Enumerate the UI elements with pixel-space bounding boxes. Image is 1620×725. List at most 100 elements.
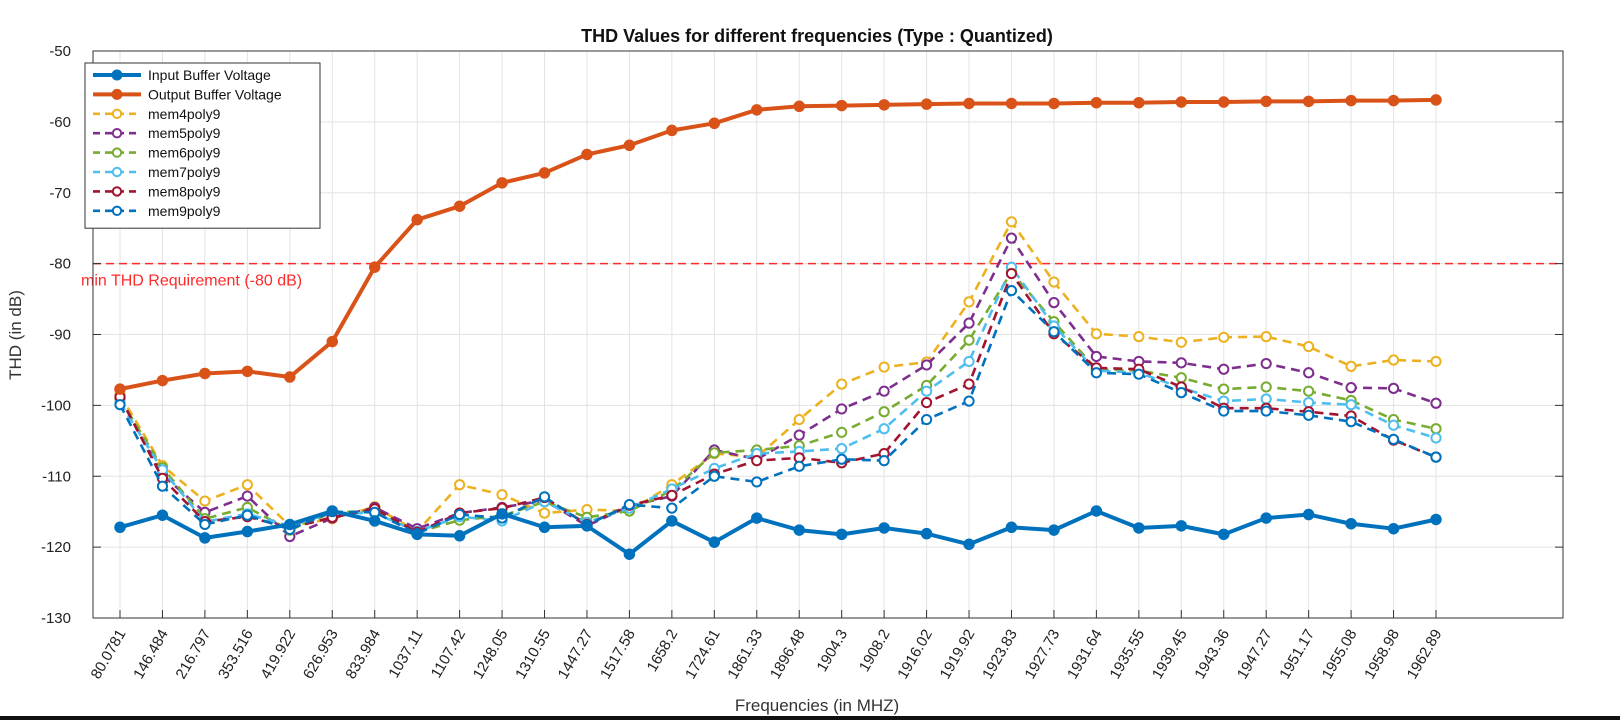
legend-label: mem8poly9 bbox=[148, 183, 221, 199]
data-point bbox=[411, 213, 423, 226]
data-point bbox=[1387, 382, 1400, 394]
data-point bbox=[1387, 94, 1400, 107]
data-point bbox=[1133, 368, 1145, 380]
data-point bbox=[368, 261, 381, 273]
data-point bbox=[1133, 522, 1145, 534]
data-point bbox=[836, 453, 848, 465]
data-point bbox=[751, 104, 763, 116]
legend-marker bbox=[111, 128, 123, 139]
data-point bbox=[963, 334, 975, 346]
data-point bbox=[156, 374, 169, 387]
data-point bbox=[454, 508, 466, 521]
data-point bbox=[623, 499, 636, 511]
reference-line-group: min THD Requirement (-80 dB) bbox=[81, 262, 1563, 290]
data-point bbox=[1090, 367, 1102, 379]
data-point bbox=[496, 508, 508, 520]
data-point bbox=[1090, 350, 1102, 363]
data-point bbox=[963, 395, 975, 407]
data-point bbox=[878, 385, 890, 397]
legend-marker bbox=[111, 186, 123, 197]
series-line bbox=[119, 97, 1437, 392]
data-point bbox=[1260, 512, 1272, 524]
data-point bbox=[114, 383, 126, 395]
data-point bbox=[199, 532, 211, 544]
data-point bbox=[793, 460, 805, 472]
data-point bbox=[1260, 381, 1272, 393]
data-point bbox=[1260, 393, 1272, 405]
data-point bbox=[199, 495, 211, 507]
data-point bbox=[1303, 396, 1315, 409]
legend-label: Output Buffer Voltage bbox=[148, 86, 282, 102]
plot-frame bbox=[92, 50, 1564, 619]
data-point bbox=[836, 378, 848, 390]
legend-box bbox=[84, 62, 321, 229]
data-point bbox=[963, 296, 975, 308]
data-point bbox=[1005, 284, 1018, 297]
data-point bbox=[1387, 354, 1400, 366]
data-point bbox=[1218, 331, 1230, 343]
data-point bbox=[1303, 340, 1315, 353]
data-point bbox=[496, 489, 508, 501]
data-point bbox=[1345, 94, 1357, 107]
bottom-border bbox=[0, 716, 1620, 720]
data-point bbox=[878, 455, 890, 467]
data-point bbox=[1345, 382, 1357, 394]
data-point bbox=[835, 528, 848, 541]
data-point bbox=[751, 455, 763, 467]
data-point bbox=[708, 470, 720, 482]
data-point bbox=[1430, 451, 1442, 463]
data-point bbox=[368, 515, 381, 527]
data-point bbox=[920, 359, 933, 371]
data-point bbox=[114, 399, 126, 411]
data-point bbox=[1175, 357, 1187, 369]
data-point bbox=[878, 423, 890, 435]
data-point bbox=[1430, 513, 1442, 526]
data-point bbox=[1345, 416, 1357, 428]
data-point bbox=[963, 97, 975, 110]
data-point bbox=[538, 167, 551, 179]
data-point bbox=[751, 476, 763, 488]
data-point bbox=[1048, 297, 1060, 309]
data-point bbox=[666, 502, 678, 514]
data-point bbox=[1430, 355, 1442, 368]
y-tick-label: -70 bbox=[49, 185, 71, 202]
data-point bbox=[1133, 331, 1145, 343]
data-point bbox=[878, 99, 890, 111]
data-point bbox=[1345, 399, 1357, 411]
chart-title: THD Values for different frequencies (Ty… bbox=[581, 26, 1053, 46]
data-point bbox=[623, 548, 636, 560]
data-point bbox=[1175, 372, 1187, 384]
x-axis-label: Frequencies (in MHZ) bbox=[735, 696, 899, 715]
data-point bbox=[836, 443, 848, 455]
data-point bbox=[1175, 96, 1188, 108]
data-point bbox=[538, 507, 551, 519]
legend-marker bbox=[111, 88, 123, 100]
y-tick-label: -130 bbox=[41, 610, 71, 627]
legend-marker bbox=[111, 108, 123, 120]
data-point bbox=[326, 505, 339, 517]
data-point bbox=[538, 491, 551, 503]
data-point bbox=[581, 520, 593, 532]
data-point bbox=[836, 403, 848, 415]
data-point bbox=[708, 536, 721, 548]
data-point bbox=[1048, 97, 1060, 110]
data-point bbox=[920, 98, 933, 110]
data-point bbox=[496, 177, 508, 189]
data-point bbox=[1303, 385, 1315, 397]
data-point bbox=[241, 490, 253, 502]
data-point bbox=[920, 413, 933, 426]
data-point bbox=[1430, 432, 1442, 444]
data-point bbox=[1090, 505, 1103, 517]
data-point bbox=[1218, 363, 1230, 375]
data-point bbox=[963, 317, 975, 329]
data-point bbox=[241, 525, 254, 538]
data-point bbox=[1345, 360, 1357, 372]
data-point bbox=[1430, 94, 1442, 106]
data-point bbox=[411, 528, 423, 541]
data-point bbox=[666, 515, 678, 527]
data-point bbox=[1430, 397, 1442, 409]
legend: Input Buffer Voltage Output Buffer Voltag… bbox=[84, 62, 321, 229]
data-point bbox=[1387, 419, 1400, 431]
legend-marker bbox=[111, 147, 123, 158]
